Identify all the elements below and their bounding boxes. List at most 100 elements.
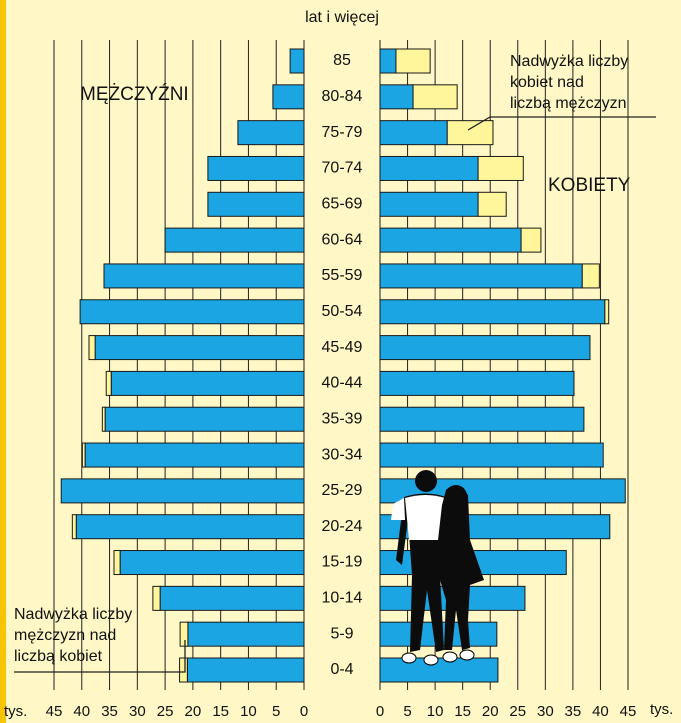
bar xyxy=(164,227,305,253)
annotation: liczbą kobiet xyxy=(14,648,103,665)
category-label: 20-24 xyxy=(322,518,363,535)
bar xyxy=(379,227,522,253)
bar xyxy=(412,84,458,110)
bar xyxy=(379,84,414,110)
bar xyxy=(379,155,479,181)
x-tick-label: 20 xyxy=(185,703,202,720)
annotation: Nadwyżka liczby xyxy=(14,606,132,623)
bar xyxy=(186,657,305,683)
bar xyxy=(179,657,188,683)
category-label: 55-59 xyxy=(322,267,363,284)
bar xyxy=(152,585,161,611)
axis-title: lat i więcej xyxy=(305,9,379,26)
x-tick-label: 35 xyxy=(101,703,118,720)
bar xyxy=(119,550,305,576)
bar xyxy=(84,442,305,468)
x-tick-label: 5 xyxy=(403,703,411,720)
bar xyxy=(79,299,305,325)
x-tick-label: 10 xyxy=(240,703,257,720)
category-label: 70-74 xyxy=(322,160,363,177)
bar xyxy=(81,442,86,468)
bar xyxy=(75,514,305,540)
bar xyxy=(379,48,397,74)
category-label: 40-44 xyxy=(322,375,363,392)
bar xyxy=(71,514,77,540)
bar xyxy=(379,120,448,146)
category-label: 80-84 xyxy=(322,88,363,105)
bar xyxy=(379,263,583,289)
bar xyxy=(101,406,106,432)
x-tick-label: 25 xyxy=(509,703,526,720)
x-tick-label: 5 xyxy=(272,703,280,720)
bar xyxy=(477,155,524,181)
bar xyxy=(272,84,305,110)
bar xyxy=(379,657,499,683)
bar xyxy=(88,335,96,361)
x-tick-label: 45 xyxy=(46,703,63,720)
x-tick-label: 15 xyxy=(212,703,229,720)
bar xyxy=(395,48,431,74)
men-label: MĘŻCZYŹNI xyxy=(80,84,189,105)
side-stripe xyxy=(0,0,6,723)
category-label: 25-29 xyxy=(322,482,363,499)
bar xyxy=(379,299,606,325)
bar xyxy=(207,155,305,181)
bar xyxy=(103,263,305,289)
bar xyxy=(110,370,305,396)
bar xyxy=(379,442,604,468)
bar xyxy=(446,120,494,146)
unit-label: tys. xyxy=(4,703,27,720)
x-tick-label: 35 xyxy=(565,703,582,720)
x-tick-label: 0 xyxy=(300,703,308,720)
leader-line xyxy=(14,640,186,673)
x-tick-label: 0 xyxy=(376,703,384,720)
bar xyxy=(379,335,591,361)
bar xyxy=(94,335,305,361)
x-tick-label: 40 xyxy=(73,703,90,720)
bar xyxy=(477,191,507,217)
category-label: 30-34 xyxy=(322,446,363,463)
category-label: 50-54 xyxy=(322,303,363,320)
category-label: 35-39 xyxy=(322,410,363,427)
bar xyxy=(159,585,305,611)
category-label: 85 xyxy=(333,52,351,69)
leader-line xyxy=(467,116,656,131)
category-label: 45-49 xyxy=(322,339,363,356)
bar xyxy=(379,191,479,217)
annotation: kobiet nad xyxy=(510,74,584,91)
annotation: mężczyzn nad xyxy=(14,627,116,644)
x-tick-label: 30 xyxy=(129,703,146,720)
unit-label: tys. xyxy=(650,701,673,718)
women-label: KOBIETY xyxy=(548,175,631,196)
annotation: liczbą mężczyzn xyxy=(510,95,626,112)
bar xyxy=(113,550,121,576)
category-label: 60-64 xyxy=(322,231,363,248)
x-tick-label: 20 xyxy=(482,703,499,720)
bar xyxy=(289,48,305,74)
bar xyxy=(379,406,585,432)
category-label: 65-69 xyxy=(322,196,363,213)
bar xyxy=(105,370,112,396)
bar xyxy=(179,621,189,647)
category-label: 5-9 xyxy=(330,625,353,642)
bar xyxy=(104,406,305,432)
x-tick-label: 30 xyxy=(537,703,554,720)
category-label: 15-19 xyxy=(322,554,363,571)
bar xyxy=(581,263,600,289)
bar xyxy=(187,621,305,647)
annotation: Nadwyżka liczby xyxy=(510,53,628,70)
x-tick-label: 25 xyxy=(157,703,174,720)
bar xyxy=(207,191,305,217)
x-tick-label: 15 xyxy=(454,703,471,720)
bar xyxy=(379,370,575,396)
category-label: 75-79 xyxy=(322,124,363,141)
couple-silhouette xyxy=(391,470,484,666)
category-label: 0-4 xyxy=(330,661,353,678)
x-tick-label: 10 xyxy=(427,703,444,720)
bar xyxy=(520,227,542,253)
bar xyxy=(60,478,305,504)
x-tick-label: 40 xyxy=(592,703,609,720)
category-label: 10-14 xyxy=(322,590,363,607)
